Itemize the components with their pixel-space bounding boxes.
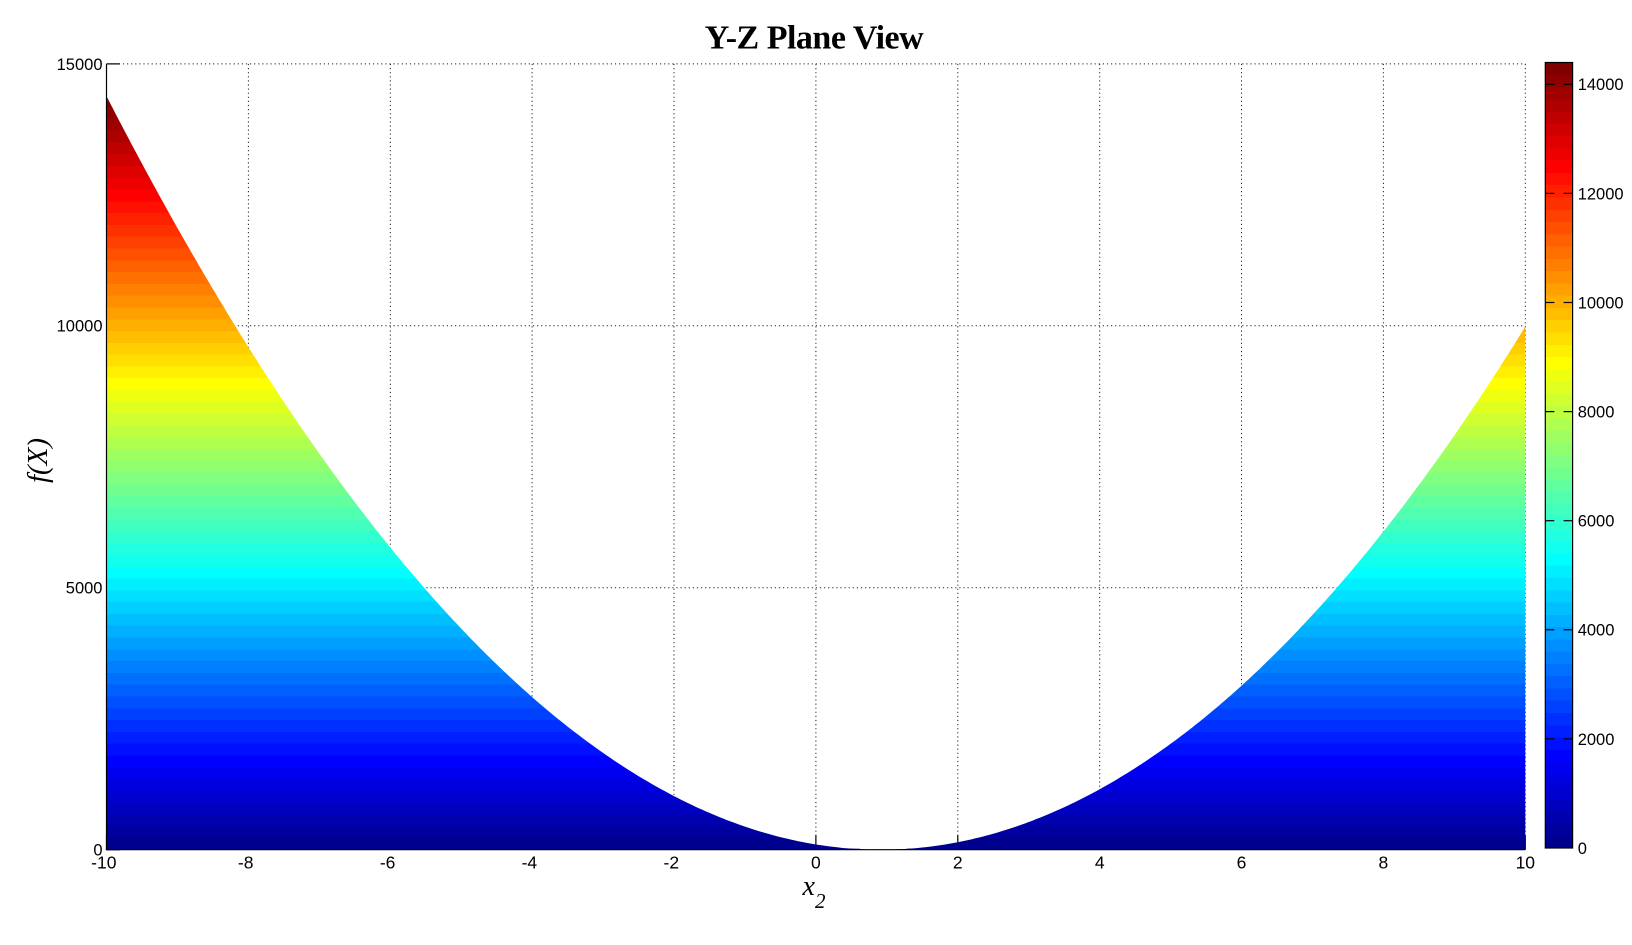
svg-text:-10: -10 (91, 852, 117, 872)
svg-text:8: 8 (1379, 852, 1389, 872)
svg-text:-4: -4 (522, 852, 538, 872)
svg-text:2000: 2000 (1578, 731, 1615, 749)
svg-text:12000: 12000 (1578, 185, 1624, 203)
svg-text:0: 0 (811, 852, 821, 872)
svg-text:-6: -6 (380, 852, 396, 872)
svg-text:6000: 6000 (1578, 513, 1615, 531)
svg-text:-2: -2 (664, 852, 680, 872)
svg-text:0: 0 (93, 842, 102, 860)
svg-text:4: 4 (1095, 852, 1105, 872)
svg-text:-8: -8 (238, 852, 254, 872)
svg-text:14000: 14000 (1578, 76, 1624, 94)
svg-text:8000: 8000 (1578, 404, 1615, 422)
svg-text:5000: 5000 (66, 580, 103, 598)
svg-text:15000: 15000 (57, 56, 103, 74)
svg-text:Y-Z Plane View: Y-Z Plane View (705, 20, 924, 57)
svg-text:10: 10 (1516, 852, 1536, 872)
svg-text:10000: 10000 (1578, 294, 1624, 312)
svg-text:4000: 4000 (1578, 622, 1615, 640)
svg-text:10000: 10000 (57, 318, 103, 336)
svg-text:6: 6 (1237, 852, 1247, 872)
svg-text:0: 0 (1578, 840, 1587, 858)
svg-text:2: 2 (953, 852, 963, 872)
svg-text:f(X): f(X) (22, 438, 54, 483)
